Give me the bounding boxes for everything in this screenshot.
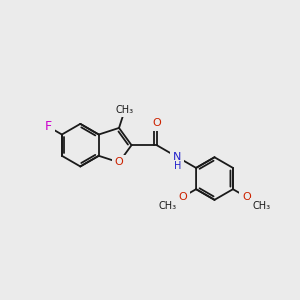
Text: F: F — [45, 120, 52, 133]
Text: N: N — [172, 152, 181, 162]
Text: O: O — [242, 192, 251, 202]
Text: O: O — [152, 118, 161, 128]
Text: CH₃: CH₃ — [116, 104, 134, 115]
Text: CH₃: CH₃ — [252, 201, 271, 211]
Text: H: H — [174, 161, 182, 172]
Text: O: O — [115, 158, 123, 167]
Text: CH₃: CH₃ — [158, 201, 177, 211]
Text: O: O — [178, 192, 187, 202]
